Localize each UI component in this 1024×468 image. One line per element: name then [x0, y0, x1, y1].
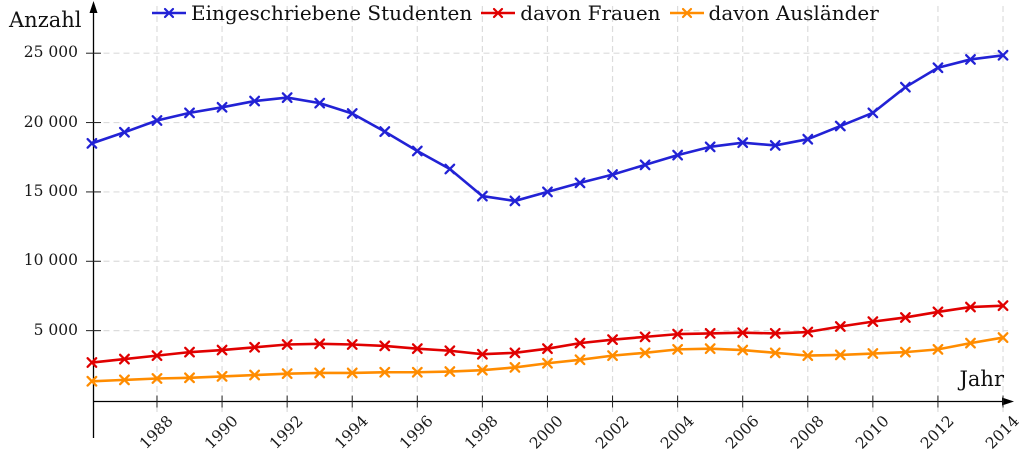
y-axis-arrow	[89, 1, 98, 13]
y-tick-label: 5 000	[33, 320, 78, 339]
legend-item-0: Eingeschriebene Studenten	[152, 1, 472, 25]
legend-label: davon Ausländer	[708, 1, 879, 25]
legend-line-sample	[152, 7, 186, 19]
series-davon-frauen	[86, 300, 1009, 368]
legend-label: Eingeschriebene Studenten	[191, 1, 473, 25]
legend: Eingeschriebene Studenten davon Frauen dav…	[152, 1, 879, 25]
legend-line-sample	[481, 7, 516, 19]
series-markers-eingeschriebene-studenten	[86, 49, 1009, 207]
series-eingeschriebene-studenten	[86, 49, 1009, 207]
y-axis-label: Anzahl	[9, 8, 82, 32]
x-axis-arrow	[1002, 397, 1014, 406]
legend-item-1: davon Frauen	[481, 1, 661, 25]
legend-label: davon Frauen	[520, 1, 661, 25]
y-tick-label: 10 000	[23, 251, 78, 270]
y-tick-label: 20 000	[23, 112, 78, 131]
x-axis-label: Jahr	[959, 367, 1004, 391]
y-tick-label: 15 000	[23, 181, 78, 200]
y-tick-label: 25 000	[23, 43, 78, 62]
series-markers-davon-frauen	[86, 300, 1009, 368]
series-davon-ausl-nder	[86, 332, 1009, 387]
series-markers-davon-ausl-nder	[86, 332, 1009, 387]
legend-line-sample	[669, 7, 704, 19]
legend-item-2: davon Ausländer	[669, 1, 879, 25]
